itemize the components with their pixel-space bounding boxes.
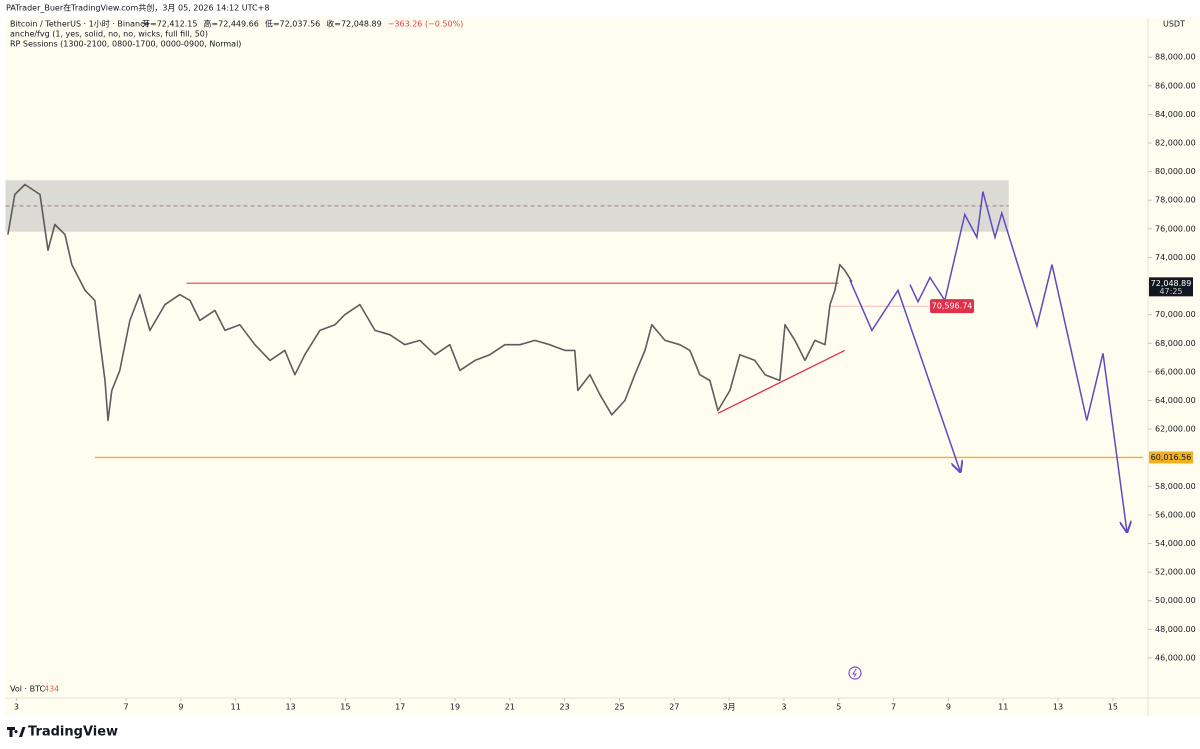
x-tick-label: 15: [340, 703, 350, 712]
y-tick-label: 74,000.00: [1155, 253, 1196, 262]
x-tick-label: 3: [14, 703, 19, 712]
volume-value: 434: [44, 685, 59, 694]
volume-label: Vol · BTC: [10, 685, 46, 694]
marker-label: 70,596.74: [932, 302, 973, 311]
y-tick-label: 52,000.00: [1155, 568, 1196, 577]
indicator: RP Sessions (1300-2100, 0800-1700, 0000-…: [10, 40, 241, 49]
y-tick-label: 66,000.00: [1155, 367, 1196, 376]
support-label-box: [1149, 451, 1193, 464]
x-tick-label: 19: [450, 703, 460, 712]
y-tick-label: 70,000.00: [1155, 310, 1196, 319]
ohlc-value: 收=72,048.89: [326, 19, 381, 29]
marker-label-box: [930, 299, 975, 314]
ohlc-value: 高=72,449.66: [203, 19, 258, 29]
x-tick-label: 5: [836, 703, 841, 712]
header: PATrader_Buer在TradingView.com共创，3月 05, 2…: [6, 3, 269, 13]
y-tick-label: 50,000.00: [1155, 596, 1196, 605]
last-price-box: [1149, 277, 1193, 297]
x-tick-label: 17: [395, 703, 405, 712]
x-tick-label: 11: [998, 703, 1008, 712]
y-tick-label: 56,000.00: [1155, 510, 1196, 519]
x-tick-label: 25: [614, 703, 624, 712]
price-line: [7, 183, 853, 422]
x-tick-label: 3月: [723, 703, 736, 712]
price-axis: [1148, 18, 1200, 698]
y-tick-label: 58,000.00: [1155, 482, 1196, 491]
x-tick-label: 13: [285, 703, 295, 712]
x-tick-label: 7: [891, 703, 896, 712]
time-axis: [5, 698, 1200, 716]
trendline: [717, 349, 846, 414]
logo-mark: [7, 727, 26, 737]
plot-area: [5, 18, 1148, 698]
support-label: 60,016.56: [1151, 453, 1192, 462]
y-tick-label: 86,000.00: [1155, 81, 1196, 90]
x-tick-label: 9: [946, 703, 951, 712]
y-tick-label: 76,000.00: [1155, 224, 1196, 233]
y-tick-label: 80,000.00: [1155, 167, 1196, 176]
x-tick-label: 21: [505, 703, 515, 712]
x-tick-label: 13: [1053, 703, 1063, 712]
x-tick-label: 27: [669, 703, 679, 712]
y-tick-label: 68,000.00: [1155, 339, 1196, 348]
x-tick-label: 23: [560, 703, 570, 712]
currency: USDT: [1163, 20, 1185, 29]
x-tick-label: 15: [1108, 703, 1118, 712]
logo: TradingView: [7, 725, 118, 740]
y-tick-label: 78,000.00: [1155, 196, 1196, 205]
x-tick-label: 3: [781, 703, 786, 712]
ohlc-value: 低=72,037.56: [265, 19, 320, 29]
x-tick-label: 11: [231, 703, 241, 712]
last-price-label: 72,048.89: [1151, 279, 1192, 288]
y-tick-label: 46,000.00: [1155, 653, 1196, 662]
symbol: Bitcoin / TetherUS · 1小时 · Binance: [10, 19, 150, 29]
indicator: anche/fvg (1, yes, solid, no, no, wicks,…: [10, 30, 208, 39]
plot-layer: [5, 180, 1143, 530]
icon-bolt[interactable]: [852, 668, 857, 678]
lightning-icon[interactable]: [848, 666, 862, 680]
logo-text: TradingView: [28, 725, 118, 740]
y-tick-label: 62,000.00: [1155, 425, 1196, 434]
ohlc-value: 开=72,412.15: [142, 20, 197, 29]
x-tick-label: 9: [178, 703, 183, 712]
y-tick-label: 82,000.00: [1155, 139, 1196, 148]
projection-path: [909, 191, 1127, 531]
change: −363.26 (−0.50%): [388, 20, 464, 29]
projection-path: [849, 279, 960, 470]
x-tick-label: 7: [124, 703, 129, 712]
y-tick-label: 54,000.00: [1155, 539, 1196, 548]
y-tick-label: 84,000.00: [1155, 110, 1196, 119]
y-tick-label: 64,000.00: [1155, 396, 1196, 405]
y-tick-label: 88,000.00: [1155, 53, 1196, 62]
icon-circle[interactable]: [848, 666, 862, 680]
countdown: 47:25: [1159, 287, 1182, 296]
y-tick-label: 48,000.00: [1155, 625, 1196, 634]
legend: Bitcoin / TetherUS · 1小时 · Binance anche…: [10, 19, 241, 49]
